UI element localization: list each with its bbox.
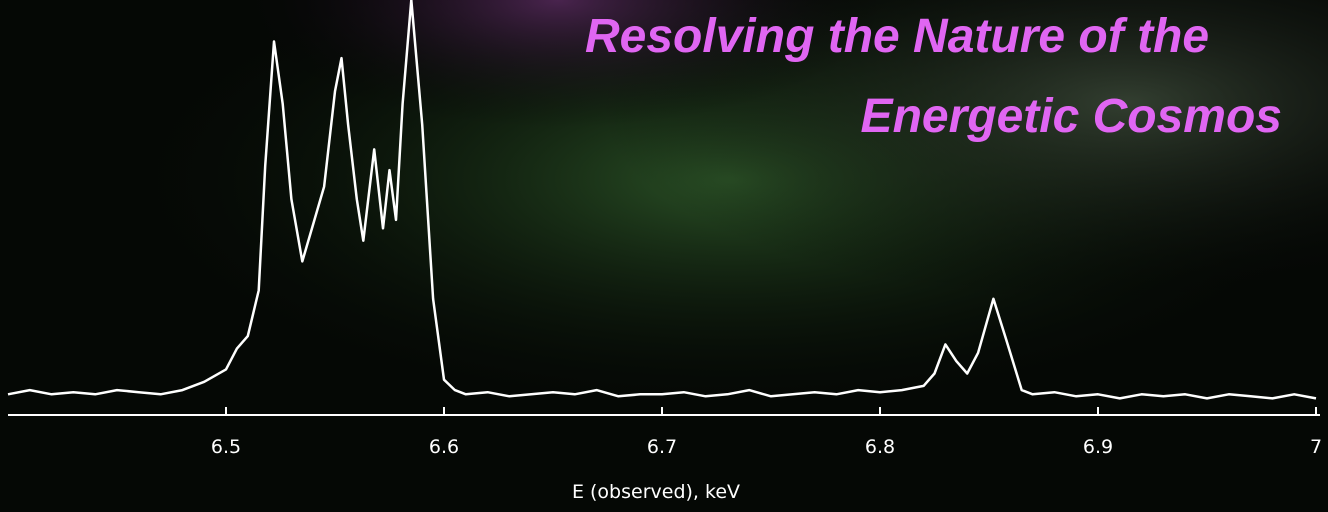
title-line: Resolving the Nature of the [585,10,1209,63]
x-axis-label: E (observed), keV [572,481,740,503]
x-tick-label: 6.9 [1083,436,1113,458]
x-tick-label: 6.7 [647,436,677,458]
x-tick-label: 6.8 [865,436,895,458]
title-line: Energetic Cosmos [861,90,1282,143]
x-tick-label: 6.6 [429,436,459,458]
spectrum-line [7,0,1317,400]
x-tick-label: 6.5 [211,436,241,458]
x-tick-label: 7 [1310,436,1322,458]
